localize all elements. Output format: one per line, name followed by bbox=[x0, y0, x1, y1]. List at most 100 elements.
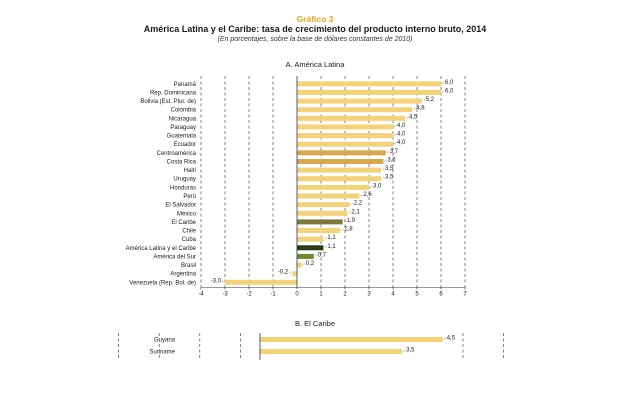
value-label-a-16: 1,9 bbox=[347, 218, 356, 224]
value-label-a-11: 3,5 bbox=[385, 175, 394, 181]
x-tick-label-a-9: 5 bbox=[415, 292, 419, 298]
category-label-a-15: México bbox=[177, 211, 197, 217]
category-label-a-20: América del Sur bbox=[153, 254, 196, 260]
value-label-a-12: 3,0 bbox=[373, 183, 382, 189]
bar-a-4 bbox=[297, 115, 405, 121]
category-label-a-17: Chile bbox=[182, 229, 196, 235]
bar-a-11 bbox=[297, 176, 381, 182]
category-label-a-12: Honduras bbox=[170, 185, 196, 191]
category-label-a-4: Nicaragua bbox=[169, 116, 197, 122]
category-label-a-11: Uruguay bbox=[173, 177, 196, 183]
category-label-a-7: Ecuador bbox=[174, 142, 196, 148]
x-tick-label-a-11: 7 bbox=[463, 292, 467, 298]
value-label-a-6: 4,0 bbox=[397, 132, 406, 138]
bar-a-9 bbox=[297, 158, 384, 164]
leader-b-1 bbox=[402, 349, 406, 352]
value-label-a-18: 1,1 bbox=[327, 235, 336, 241]
value-label-a-7: 4,0 bbox=[397, 140, 406, 146]
bar-a-19 bbox=[297, 245, 324, 251]
x-tick-label-a-0: -4 bbox=[198, 292, 204, 298]
bar-a-10 bbox=[297, 167, 381, 173]
panel-a: A. América Latina Panamá 6,0 Rep. Dominican… bbox=[126, 60, 468, 298]
bar-a-17 bbox=[297, 228, 341, 234]
leader-a-9 bbox=[384, 159, 388, 162]
x-tick-label-a-7: 3 bbox=[367, 292, 371, 298]
bar-a-2 bbox=[297, 98, 422, 104]
bar-a-23 bbox=[225, 279, 297, 285]
leader-a-2 bbox=[422, 99, 426, 102]
leader-a-17 bbox=[341, 228, 344, 231]
bar-a-16 bbox=[297, 219, 343, 225]
bar-a-13 bbox=[297, 193, 360, 199]
leader-a-8 bbox=[386, 151, 390, 154]
bar-a-12 bbox=[297, 184, 369, 190]
x-tick-label-a-10: 6 bbox=[439, 292, 443, 298]
value-label-a-17: 1,8 bbox=[344, 227, 353, 233]
category-label-a-8: Centroamérica bbox=[157, 151, 197, 157]
bar-a-3 bbox=[297, 107, 413, 113]
figure-subtitle: (En porcentajes, sobre la base de dólare… bbox=[217, 36, 413, 43]
leader-a-15 bbox=[348, 211, 352, 214]
value-label-a-15: 2,1 bbox=[351, 209, 360, 215]
leader-a-18 bbox=[324, 237, 328, 240]
bar-a-20 bbox=[297, 253, 314, 259]
x-tick-label-a-8: 4 bbox=[391, 292, 395, 298]
leader-a-22 bbox=[288, 271, 292, 274]
category-label-a-1: Rep. Dominicana bbox=[150, 90, 197, 96]
x-tick-label-a-1: -3 bbox=[222, 292, 228, 298]
category-label-a-19: América Latina y el Caribe bbox=[126, 246, 197, 252]
value-label-a-22: -0,2 bbox=[278, 270, 289, 276]
bar-a-0 bbox=[297, 81, 441, 87]
x-tick-label-a-2: -2 bbox=[246, 292, 252, 298]
x-tick-label-a-3: -1 bbox=[270, 292, 276, 298]
value-label-b-0: 4,5 bbox=[447, 336, 456, 342]
bar-a-5 bbox=[297, 124, 393, 130]
category-label-a-14: El Salvador bbox=[165, 203, 196, 209]
value-label-a-2: 5,2 bbox=[426, 97, 435, 103]
value-label-a-20: 0,7 bbox=[318, 252, 327, 258]
category-label-a-13: Perú bbox=[183, 194, 196, 200]
leader-a-11 bbox=[381, 176, 385, 179]
figure-label: Gráfico 3 bbox=[296, 14, 334, 24]
value-label-a-3: 4,8 bbox=[416, 106, 425, 112]
leader-a-23 bbox=[221, 280, 225, 283]
category-label-a-22: Argentina bbox=[170, 272, 196, 278]
leader-a-20 bbox=[314, 254, 318, 257]
leader-a-6 bbox=[393, 133, 397, 136]
category-label-a-21: Brasil bbox=[181, 263, 196, 269]
panel-b: B. El Caribe Guyana 4,5 Suriname 3,5 bbox=[118, 319, 504, 360]
value-label-a-21: 0,2 bbox=[306, 261, 315, 267]
value-label-a-23: -3,0 bbox=[211, 278, 222, 284]
x-tick-label-a-5: 1 bbox=[319, 292, 323, 298]
panel-b-title: B. El Caribe bbox=[295, 319, 335, 328]
category-label-a-10: Haití bbox=[184, 168, 197, 174]
leader-a-3 bbox=[413, 107, 416, 110]
leader-b-0 bbox=[443, 337, 447, 340]
value-label-b-1: 3,5 bbox=[406, 348, 415, 354]
category-label-a-9: Costa Rica bbox=[167, 159, 197, 165]
leader-a-1 bbox=[441, 90, 445, 93]
bar-a-7 bbox=[297, 141, 393, 147]
leader-a-13 bbox=[360, 194, 364, 197]
category-label-a-5: Paraguay bbox=[170, 125, 196, 131]
category-label-a-6: Guatemala bbox=[167, 134, 197, 140]
value-label-a-0: 6,0 bbox=[445, 80, 454, 86]
value-label-a-14: 2,2 bbox=[354, 201, 363, 207]
category-label-a-2: Bolivia (Est. Plur. de) bbox=[140, 99, 196, 105]
category-label-a-0: Panamá bbox=[174, 82, 197, 88]
category-label-b-1: Suriname bbox=[149, 350, 175, 356]
leader-a-10 bbox=[381, 168, 385, 171]
value-label-a-19: 1,1 bbox=[327, 244, 336, 250]
leader-a-12 bbox=[369, 185, 373, 188]
x-tick-label-a-6: 2 bbox=[343, 292, 347, 298]
bar-a-15 bbox=[297, 210, 348, 216]
leader-a-19 bbox=[324, 246, 328, 248]
x-tick-label-a-4: 0 bbox=[295, 292, 299, 298]
leader-a-16 bbox=[343, 220, 347, 223]
bar-a-22 bbox=[292, 271, 297, 277]
figure-title: América Latina y el Caribe: tasa de crec… bbox=[143, 24, 487, 34]
category-label-a-18: Cuba bbox=[182, 237, 197, 243]
panel-a-title: A. América Latina bbox=[286, 60, 346, 69]
bar-a-1 bbox=[297, 89, 441, 95]
